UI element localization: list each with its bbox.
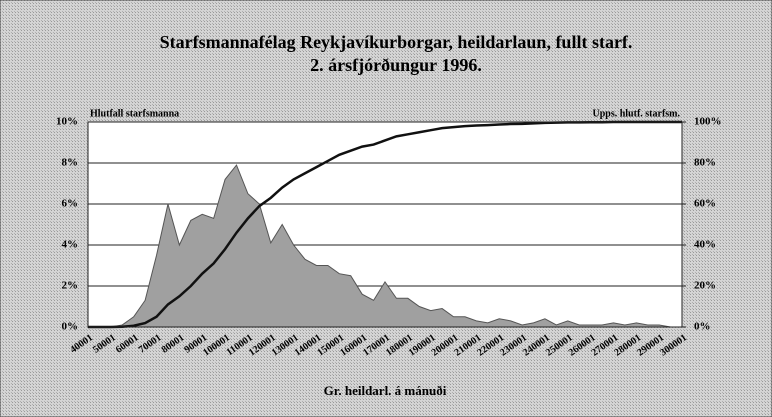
- y2-tick-label: 20%: [694, 280, 716, 292]
- distribution-area: [88, 164, 682, 328]
- y-tick-label: 2%: [62, 280, 79, 292]
- plot-border: [87, 121, 683, 328]
- y-tick-label: 6%: [62, 198, 79, 210]
- y-tick-label: 4%: [62, 239, 79, 251]
- y2-tick-label: 80%: [694, 157, 716, 169]
- y2-tick-label: 100%: [694, 116, 722, 128]
- y-axis-label: Hlutfall starfsmanna: [90, 108, 179, 119]
- y2-tick-label: 0%: [694, 321, 711, 333]
- x-axis-label: Gr. heildarl. á mánuði: [324, 383, 447, 398]
- y-tick-label: 10%: [56, 116, 78, 128]
- chart-title: Starfsmannafélag Reykjavíkurborgar, heil…: [160, 32, 633, 52]
- y-tick-label: 8%: [62, 157, 79, 169]
- y2-tick-label: 40%: [694, 239, 716, 251]
- y2-tick-label: 60%: [694, 198, 716, 210]
- chart-subtitle: 2. ársfjórðungur 1996.: [310, 55, 482, 75]
- y-tick-label: 0%: [62, 321, 79, 333]
- y2-axis-label: Upps. hlutf. starfsm.: [592, 108, 680, 119]
